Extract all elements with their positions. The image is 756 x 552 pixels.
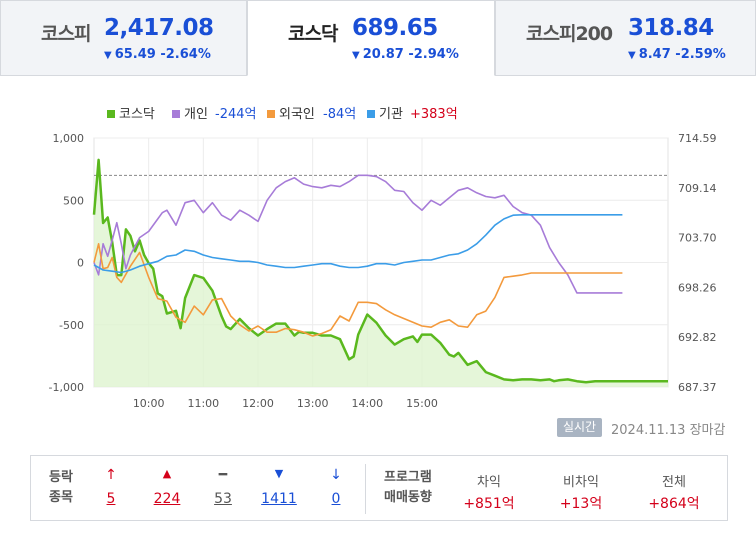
rise-count[interactable]: 224 bbox=[153, 491, 181, 507]
unchanged-icon: ━ bbox=[218, 467, 228, 483]
breadth-label-top: 등락 bbox=[49, 470, 73, 485]
index-name: 코스피 bbox=[41, 23, 91, 45]
program-label-bottom: 매매동향 bbox=[384, 490, 432, 505]
legend-value: -244억 bbox=[215, 107, 256, 122]
index-change-value: 20.87 -2.94% bbox=[362, 47, 459, 62]
left-tick-label: 500 bbox=[63, 194, 84, 207]
legend-value: +383억 bbox=[410, 107, 458, 122]
legend-label: 외국인 bbox=[279, 107, 315, 122]
rise-icon: ▲ bbox=[162, 467, 172, 480]
index-change: ▼ 65.49 -2.64% bbox=[104, 47, 211, 62]
program-label-top: 프로그램 bbox=[384, 470, 432, 485]
market-breadth-panel: 등락 종목 ↑ 5 ▲ 224 ━ 53 ▼ 1411 ↓ 0 프로그램 매매동… bbox=[30, 455, 728, 521]
index-change: ▼ 20.87 -2.94% bbox=[352, 47, 459, 62]
unchanged-count[interactable]: 53 bbox=[214, 491, 232, 507]
series-line-1 bbox=[93, 174, 623, 294]
arbitrage-value: +851억 bbox=[463, 496, 515, 512]
chart-legend: 코스닥 개인 -244억 외국인 -84억 기관 +383억 bbox=[107, 107, 458, 122]
index-change: ▼ 8.47 -2.59% bbox=[628, 47, 726, 62]
upper-limit-count[interactable]: 5 bbox=[106, 491, 116, 507]
legend-label: 코스닥 bbox=[119, 107, 155, 122]
breadth-label-bottom: 종목 bbox=[49, 490, 73, 505]
fall-count[interactable]: 1411 bbox=[261, 491, 297, 507]
fall-icon: ▼ bbox=[274, 467, 284, 480]
legend-swatch bbox=[267, 110, 275, 118]
legend-swatch bbox=[107, 110, 115, 118]
index-tab-kosdaq[interactable]: 코스닥 689.65 ▼ 20.87 -2.94% bbox=[247, 0, 495, 76]
index-tab-kospi[interactable]: 코스피 2,417.08 ▼ 65.49 -2.64% bbox=[0, 0, 247, 76]
realtime-badge[interactable]: 실시간 bbox=[557, 418, 602, 437]
index-tab-kospi200[interactable]: 코스피200 318.84 ▼ 8.47 -2.59% bbox=[495, 0, 756, 76]
index-name: 코스피200 bbox=[526, 23, 613, 45]
left-tick-label: 0 bbox=[77, 257, 84, 270]
market-timestamp: 2024.11.13 장마감 bbox=[611, 423, 726, 438]
right-tick-label: 714.59 bbox=[678, 132, 717, 145]
down-triangle-icon: ▼ bbox=[352, 50, 360, 61]
plot-area: 1,000 500 0 -500 -1,000 714.59 709.14 703.70 698… bbox=[49, 132, 717, 408]
arbitrage-header: 차익 bbox=[477, 475, 501, 490]
series-line-3 bbox=[93, 214, 623, 274]
left-tick-label: -500 bbox=[59, 319, 84, 332]
legend-label: 개인 bbox=[184, 107, 208, 122]
non-arbitrage-header: 비차익 bbox=[563, 475, 599, 490]
series-line-0 bbox=[92, 158, 668, 384]
series-line-2 bbox=[93, 243, 623, 337]
index-value: 2,417.08 bbox=[104, 15, 214, 41]
panel-divider bbox=[365, 464, 366, 514]
kosdaq-area bbox=[94, 159, 668, 387]
right-tick-label: 698.26 bbox=[678, 281, 717, 294]
index-value: 318.84 bbox=[628, 15, 714, 41]
legend-swatch bbox=[172, 110, 180, 118]
x-tick-label: 15:00 bbox=[406, 397, 438, 408]
lower-limit-count[interactable]: 0 bbox=[331, 491, 341, 507]
index-value: 689.65 bbox=[352, 15, 438, 41]
index-change-value: 8.47 -2.59% bbox=[638, 47, 726, 62]
program-label: 프로그램 매매동향 bbox=[384, 468, 432, 508]
program-total-header: 전체 bbox=[662, 475, 686, 490]
right-tick-label: 703.70 bbox=[678, 232, 717, 245]
x-tick-label: 13:00 bbox=[297, 397, 329, 408]
index-name: 코스닥 bbox=[288, 23, 338, 45]
index-change-value: 65.49 -2.64% bbox=[114, 47, 211, 62]
x-tick-label: 10:00 bbox=[133, 397, 165, 408]
legend-value: -84억 bbox=[323, 107, 356, 122]
left-tick-label: -1,000 bbox=[49, 381, 84, 394]
x-tick-label: 11:00 bbox=[187, 397, 219, 408]
legend-label: 기관 bbox=[379, 107, 403, 122]
down-triangle-icon: ▼ bbox=[104, 50, 112, 61]
breadth-label: 등락 종목 bbox=[49, 468, 73, 508]
legend-swatch bbox=[367, 110, 375, 118]
lower-limit-icon: ↓ bbox=[330, 467, 342, 483]
x-tick-label: 12:00 bbox=[242, 397, 274, 408]
right-tick-label: 692.82 bbox=[678, 331, 717, 344]
program-total-value: +864억 bbox=[648, 496, 700, 512]
intraday-chart: 코스닥 개인 -244억 외국인 -84억 기관 +383억 1,000 500 0 -500 -1… bbox=[49, 107, 717, 408]
left-tick-label: 1,000 bbox=[53, 132, 85, 145]
right-tick-label: 709.14 bbox=[678, 182, 717, 195]
non-arbitrage-value: +13억 bbox=[559, 496, 603, 512]
x-tick-label: 14:00 bbox=[351, 397, 383, 408]
right-tick-label: 687.37 bbox=[678, 381, 717, 394]
down-triangle-icon: ▼ bbox=[628, 50, 636, 61]
upper-limit-icon: ↑ bbox=[105, 467, 117, 483]
